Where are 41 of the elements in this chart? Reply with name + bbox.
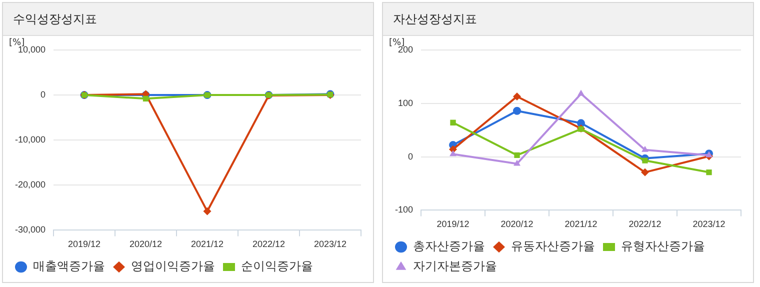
point (514, 160, 520, 166)
y-tick-label: -10,000 (14, 134, 46, 145)
y-tick-label: -30,000 (14, 224, 46, 235)
chart-title: 자산성장성지표 (383, 3, 753, 36)
point (450, 150, 456, 156)
x-tick-label: 2021/12 (564, 219, 598, 230)
point (203, 207, 212, 216)
legend-label: 자기자본증가율 (413, 259, 497, 274)
x-tick-label: 2023/12 (692, 219, 726, 230)
y-tick-label: -20,000 (14, 180, 46, 190)
x-tick-label: 2022/12 (628, 219, 662, 230)
y-axis-title: [%] (389, 38, 405, 48)
legend-label: 영업이익증가율 (131, 259, 215, 274)
point (642, 158, 648, 164)
point (513, 106, 522, 115)
chart-title: 수익성장성지표 (3, 3, 373, 36)
point (450, 120, 456, 126)
legend-label: 유형자산증가율 (621, 239, 705, 254)
x-tick-label: 2023/12 (314, 239, 347, 250)
point (641, 168, 650, 176)
y-tick-label: 100 (398, 98, 414, 108)
point (642, 146, 648, 152)
x-tick-label: 2021/12 (190, 239, 224, 250)
point (513, 92, 522, 100)
x-tick-label: 2019/12 (68, 239, 101, 250)
point (706, 169, 712, 176)
point (514, 152, 520, 158)
x-tick-label: 2019/12 (436, 219, 470, 230)
point (142, 96, 149, 102)
x-tick-label: 2022/12 (252, 239, 286, 250)
x-tick-label: 2020/12 (500, 219, 534, 230)
legend-label: 총자산증가율 (413, 239, 485, 254)
y-tick-label: -100 (395, 204, 414, 215)
y-axis-title: [%] (9, 38, 25, 48)
y-tick-label: 0 (408, 151, 414, 162)
legend-label: 순이익증가율 (241, 259, 313, 274)
x-tick-label: 2020/12 (129, 239, 162, 250)
legend-label: 매출액증가율 (33, 259, 105, 274)
y-tick-label: 0 (40, 90, 46, 100)
legend-label: 유동자산증가율 (511, 239, 595, 254)
point (578, 90, 584, 96)
